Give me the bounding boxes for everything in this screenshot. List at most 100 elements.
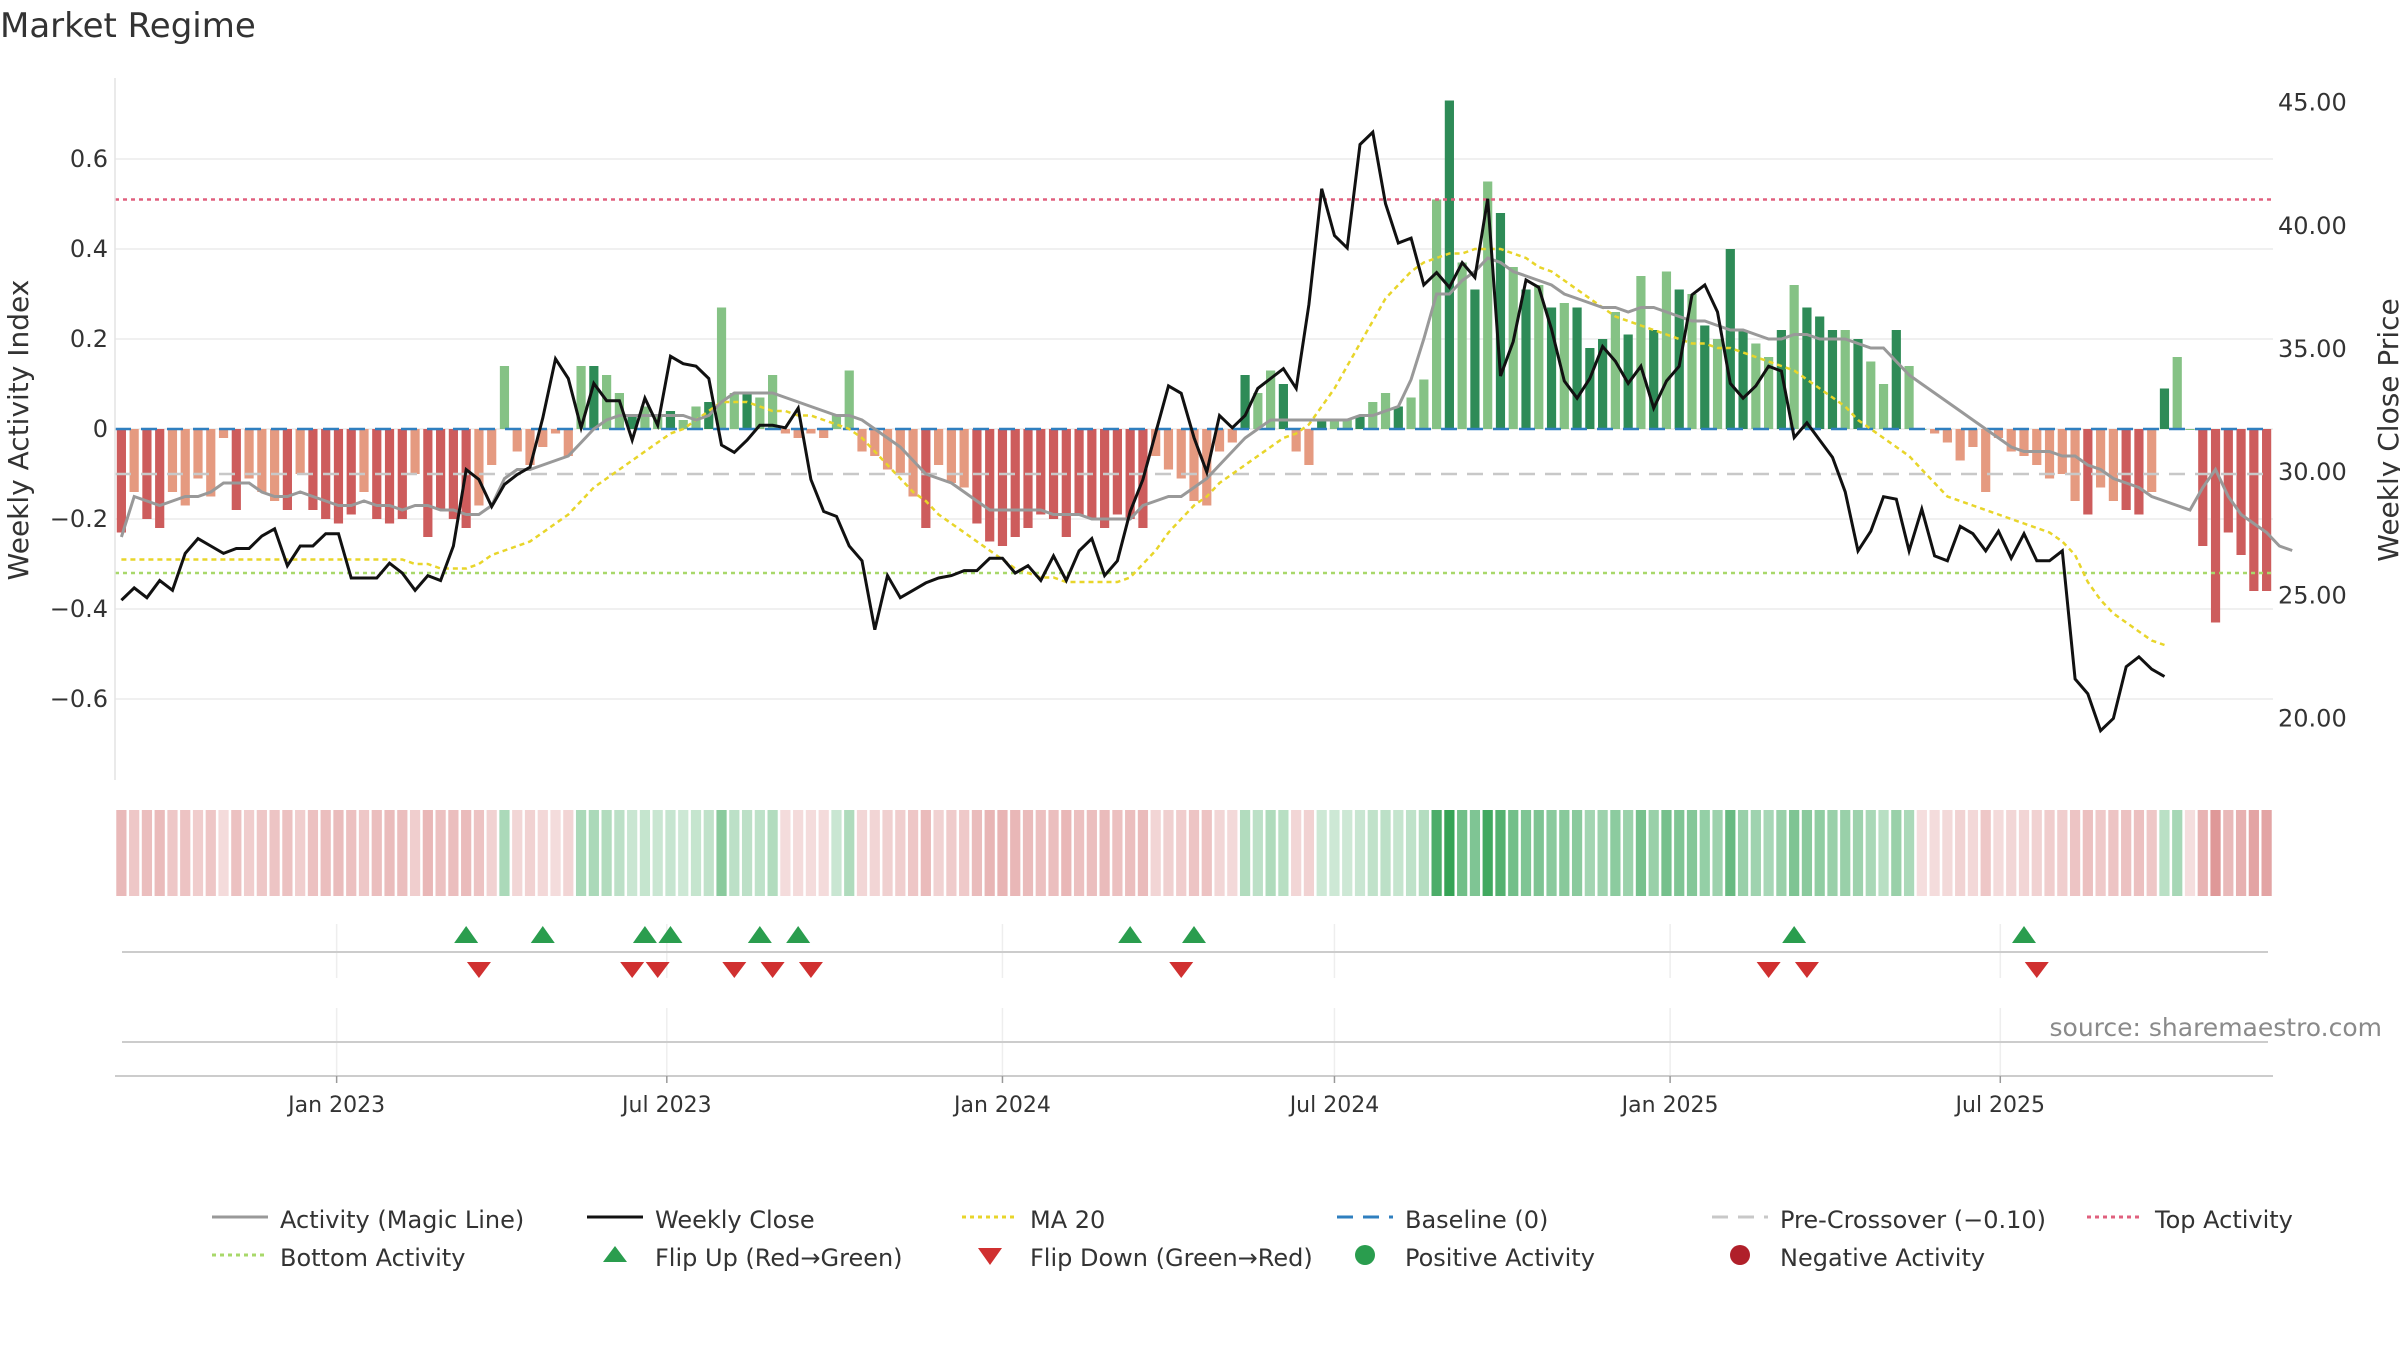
- activity-bar: [2262, 429, 2272, 591]
- regime-strip-cell: [665, 810, 676, 896]
- regime-strip-cell: [1712, 810, 1723, 896]
- regime-strip-cell: [2146, 810, 2157, 896]
- regime-strip-cell: [1482, 810, 1493, 896]
- regime-strip-cell: [1176, 810, 1187, 896]
- y-left-tick-label: 0.6: [70, 145, 108, 173]
- activity-bar: [423, 429, 433, 537]
- legend-label: Activity (Magic Line): [280, 1206, 525, 1234]
- regime-strip-cell: [1061, 810, 1072, 896]
- activity-bar: [1419, 379, 1429, 429]
- regime-strip-cell: [550, 810, 561, 896]
- activity-bar: [921, 429, 931, 528]
- legend-symbol-icon: [1335, 1202, 1405, 1238]
- regime-strip-cell: [2235, 810, 2247, 896]
- activity-bar: [308, 429, 318, 510]
- regime-strip-cell: [2018, 810, 2030, 896]
- activity-bar: [2172, 357, 2182, 429]
- regime-strip-cell: [1508, 810, 1519, 896]
- activity-bar: [2236, 429, 2246, 555]
- legend-label: MA 20: [1030, 1206, 1106, 1234]
- regime-strip-cell: [1801, 810, 1813, 896]
- regime-strip-cell: [1010, 810, 1021, 896]
- activity-bar: [129, 429, 139, 492]
- activity-bar: [1942, 429, 1952, 443]
- legend-symbol-icon: [210, 1240, 280, 1276]
- regime-strip-cell: [2210, 810, 2221, 896]
- activity-bar: [576, 366, 586, 429]
- regime-strip-cell: [1188, 810, 1200, 896]
- activity-bar: [959, 429, 969, 488]
- regime-strip-cell: [1980, 810, 1991, 896]
- activity-bar: [1534, 285, 1544, 429]
- regime-strip-cell: [397, 810, 408, 896]
- regime-strip-cell: [1329, 810, 1340, 896]
- legend-item: Pre-Crossover (−0.10): [1710, 1205, 2085, 1235]
- regime-strip-cell: [882, 810, 893, 896]
- regime-strip-cell: [269, 810, 280, 896]
- regime-strip-cell: [1878, 810, 1889, 896]
- activity-bar: [1546, 307, 1557, 429]
- y-left-tick-label: −0.2: [50, 505, 108, 533]
- activity-bar: [244, 429, 254, 479]
- regime-strip-cell: [1916, 810, 1927, 896]
- regime-strip-cell: [1827, 810, 1838, 896]
- regime-strip-cell: [1852, 810, 1864, 896]
- regime-strip-cell: [2095, 810, 2106, 896]
- regime-strip-cell: [2082, 810, 2093, 896]
- activity-bar: [831, 415, 842, 429]
- activity-bar: [270, 429, 280, 501]
- activity-bar: [1815, 316, 1825, 429]
- activity-bar: [384, 429, 395, 524]
- legend-symbol-icon: [2085, 1202, 2155, 1238]
- regime-strip-cell: [2172, 810, 2183, 896]
- activity-bar: [1993, 429, 2004, 438]
- activity-bar: [1891, 330, 1901, 429]
- legend-symbol-icon: [1335, 1240, 1405, 1276]
- regime-strip-cell: [1942, 810, 1953, 896]
- regime-strip-cell: [461, 810, 472, 896]
- flip-down-marker: [760, 962, 785, 978]
- regime-strip-cell: [486, 810, 497, 896]
- activity-bar: [1610, 312, 1620, 429]
- activity-bar: [2019, 429, 2029, 456]
- regime-strip-cell: [1278, 810, 1289, 896]
- regime-strip-cell: [167, 810, 178, 896]
- activity-bar: [1457, 262, 1467, 429]
- activity-bar: [640, 406, 650, 429]
- activity-bar: [1406, 397, 1416, 429]
- y-left-tick-label: −0.4: [50, 595, 108, 623]
- regime-strip-cell: [295, 810, 306, 896]
- regime-strip-cell: [1469, 810, 1481, 896]
- activity-bar: [1789, 285, 1799, 429]
- activity-bar: [1010, 429, 1020, 537]
- regime-strip-cell: [1955, 810, 1966, 896]
- legend: Activity (Magic Line) Weekly Close MA 20 Ba…: [210, 1205, 2330, 1273]
- activity-bar: [1329, 420, 1340, 429]
- regime-strip-cell: [971, 810, 983, 896]
- legend-symbol-icon: [1710, 1240, 1780, 1276]
- regime-strip-cell: [1648, 810, 1659, 896]
- regime-strip-cell: [2261, 810, 2272, 896]
- activity-bar: [231, 429, 241, 510]
- activity-bar: [1432, 199, 1442, 429]
- regime-strip-cell: [1086, 810, 1097, 896]
- legend-item: Weekly Close: [585, 1205, 960, 1235]
- regime-strip-cell: [997, 810, 1008, 896]
- axes: 0.6 0.4 0.2 0 −0.2 −0.4 −0.6 45.00 40.00 35.00 30.…: [2, 78, 2400, 780]
- regime-strip-cell: [2108, 810, 2119, 896]
- activity-bar: [1483, 181, 1493, 429]
- activity-bar: [1061, 429, 1071, 537]
- activity-bar: [742, 393, 752, 429]
- regime-strip-cell: [1533, 810, 1544, 896]
- activity-bar: [589, 366, 599, 429]
- activity-bar: [985, 429, 995, 542]
- flip-up-marker: [786, 926, 811, 943]
- regime-strip-cell: [1380, 810, 1391, 896]
- activity-bar: [1304, 429, 1314, 465]
- regime-strip-cell: [614, 810, 625, 896]
- regime-strip-cell: [358, 810, 370, 896]
- flip-down-marker: [466, 962, 491, 978]
- flip-down-marker: [798, 962, 823, 978]
- activity-bar: [716, 307, 727, 429]
